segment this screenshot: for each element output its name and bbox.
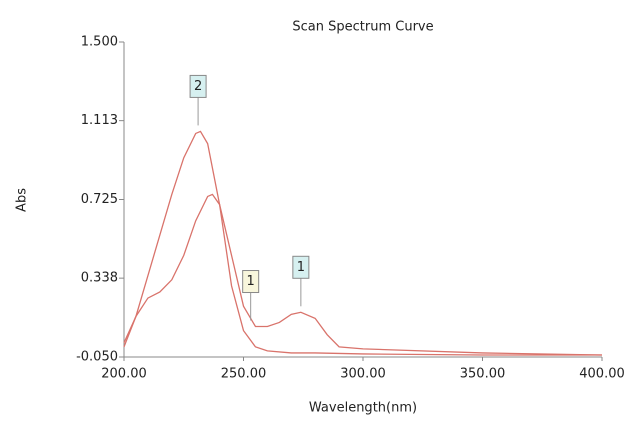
annotation-label: 1 bbox=[297, 260, 305, 275]
y-axis-label: Abs bbox=[15, 188, 30, 212]
x-tick-label: 300.00 bbox=[340, 367, 386, 382]
annotation-box bbox=[242, 270, 260, 294]
y-tick-label: -0.050 bbox=[76, 350, 118, 365]
y-tick-label: 1.500 bbox=[81, 35, 118, 50]
chart-title: Scan Spectrum Curve bbox=[292, 20, 433, 35]
x-tick-label: 200.00 bbox=[101, 367, 147, 382]
x-tick-label: 350.00 bbox=[460, 367, 506, 382]
x-tick-label: 400.00 bbox=[579, 367, 625, 382]
annotation-box bbox=[292, 255, 310, 279]
y-tick-label: 0.338 bbox=[81, 271, 118, 286]
annotation-label: 2 bbox=[194, 79, 202, 94]
y-tick-label: 1.113 bbox=[81, 113, 118, 128]
annotation-box bbox=[189, 74, 207, 98]
x-axis-label: Wavelength(nm) bbox=[309, 401, 417, 416]
spectrum-line bbox=[123, 193, 603, 356]
x-tick-label: 250.00 bbox=[221, 367, 267, 382]
spectrum-line bbox=[123, 130, 602, 356]
y-tick-label: 0.725 bbox=[81, 192, 118, 207]
annotation-label: 1 bbox=[247, 274, 255, 289]
